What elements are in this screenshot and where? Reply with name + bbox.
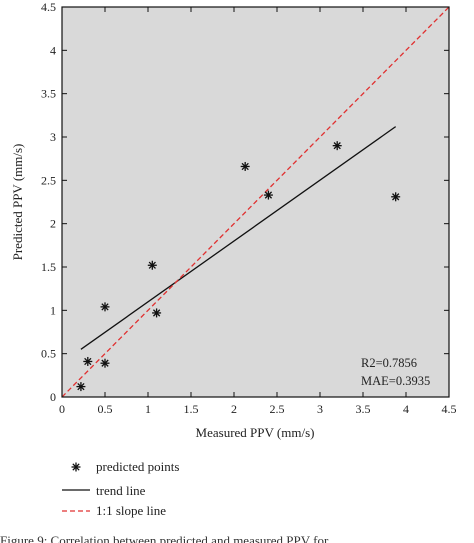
x-tick-label: 1.5 (184, 402, 199, 416)
y-tick-label: 2.5 (41, 173, 56, 187)
y-tick-label: 2 (50, 217, 56, 231)
data-point (240, 161, 250, 171)
legend-marker-asterisk (71, 462, 81, 472)
y-tick-label: 3.5 (41, 87, 56, 101)
y-tick-label: 0 (50, 390, 56, 404)
scatter-points (76, 141, 401, 392)
plot-frame (61, 6, 450, 398)
y-tick-label: 4.5 (41, 0, 56, 14)
legend-label-predicted-points: predicted points (96, 459, 179, 474)
data-point (76, 382, 86, 392)
data-point (152, 308, 162, 318)
y-tick-label: 0.5 (41, 347, 56, 361)
data-point (100, 302, 110, 312)
data-point (147, 260, 157, 270)
data-point (83, 356, 93, 366)
y-tick-label: 1 (50, 303, 56, 317)
x-tick-label: 4 (403, 402, 409, 416)
y-axis-label: Predicted PPV (mm/s) (10, 144, 25, 261)
data-point (391, 192, 401, 202)
x-tick-label: 1 (145, 402, 151, 416)
x-tick-label: 2.5 (270, 402, 285, 416)
y-tick-label: 3 (50, 130, 56, 144)
slope-line (62, 7, 449, 397)
trend-line (80, 126, 397, 350)
y-tick-label: 1.5 (41, 260, 56, 274)
x-tick-label: 3 (317, 402, 323, 416)
tick-labels: 0 0.5 1 1.5 2 2.5 3 3.5 4 4.5 0 0.5 1 1.5 2 2.5 3 3.5 4 4.5 (41, 0, 457, 416)
legend: predicted points trend line 1:1 slope li… (62, 459, 179, 518)
legend-label-slope-line: 1:1 slope line (96, 503, 166, 518)
x-tick-label: 4.5 (442, 402, 457, 416)
x-tick-label: 0 (59, 402, 65, 416)
mae-annotation: MAE=0.3935 (361, 374, 430, 388)
data-point (263, 190, 273, 200)
data-point (100, 358, 110, 368)
x-tick-label: 0.5 (98, 402, 113, 416)
plot-lines (62, 7, 449, 397)
legend-asterisk-icon (71, 462, 81, 472)
r2-annotation: R2=0.7856 (361, 356, 417, 370)
data-point (332, 141, 342, 151)
y-tick-label: 4 (50, 43, 56, 57)
x-tick-label: 3.5 (356, 402, 371, 416)
x-tick-label: 2 (231, 402, 237, 416)
legend-label-trend-line: trend line (96, 483, 146, 498)
figure-caption: Figure 9: Correlation between predicted … (0, 533, 329, 543)
x-axis-label: Measured PPV (mm/s) (196, 425, 315, 440)
